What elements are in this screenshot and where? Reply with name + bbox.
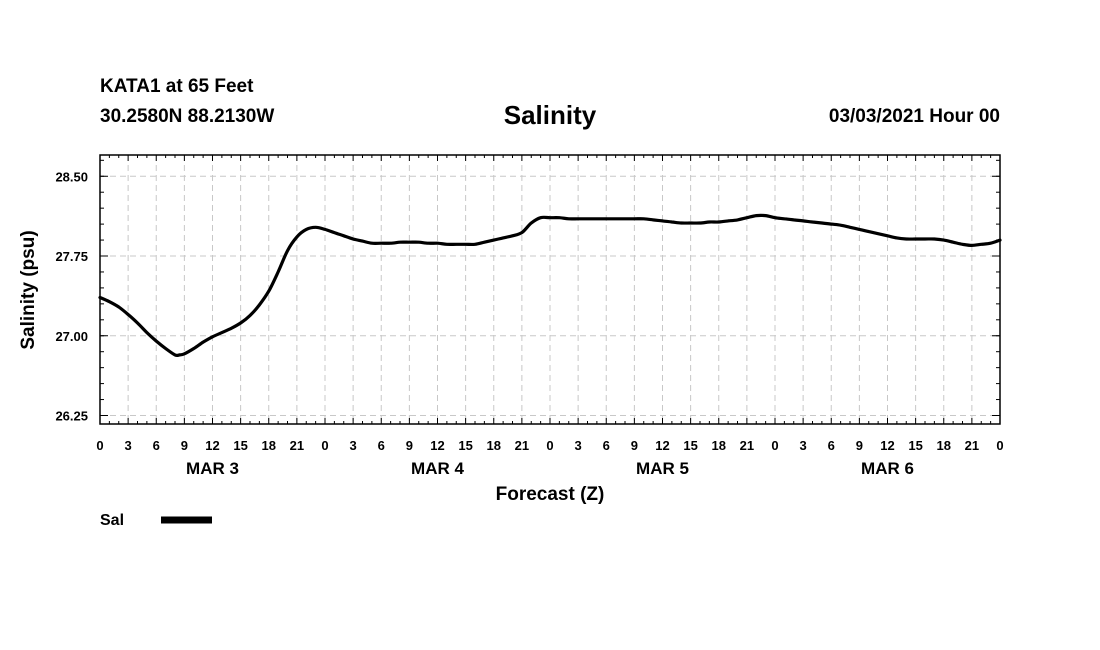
- x-tick-label: 0: [321, 438, 328, 453]
- x-tick-label: 15: [683, 438, 697, 453]
- x-tick-label: 18: [262, 438, 276, 453]
- y-tick-label: 27.75: [55, 249, 88, 264]
- x-tick-label: 21: [515, 438, 529, 453]
- grid-lines: [100, 155, 1000, 424]
- x-tick-label: 18: [712, 438, 726, 453]
- x-tick-label: 15: [458, 438, 472, 453]
- x-tick-label: 12: [655, 438, 669, 453]
- x-tick-label: 9: [181, 438, 188, 453]
- series-line-sal: [98, 213, 1002, 358]
- x-tick-label: 3: [125, 438, 132, 453]
- legend-label: Sal: [100, 512, 124, 529]
- x-tick-label: 3: [575, 438, 582, 453]
- x-tick-label: 3: [800, 438, 807, 453]
- y-axis-title: Salinity (psu): [18, 230, 39, 349]
- coordinates-label: 30.2580N 88.2130W: [100, 106, 275, 127]
- x-tick-label: 6: [828, 438, 835, 453]
- x-tick-label: 6: [153, 438, 160, 453]
- x-tick-label: 0: [771, 438, 778, 453]
- x-tick-label: 0: [96, 438, 103, 453]
- day-label: MAR 3: [186, 459, 239, 478]
- x-tick-label: 3: [350, 438, 357, 453]
- x-tick-label: 15: [908, 438, 922, 453]
- x-tick-label: 0: [996, 438, 1003, 453]
- y-tick-label: 26.25: [55, 408, 88, 423]
- x-tick-label: 21: [290, 438, 304, 453]
- x-tick-label: 18: [937, 438, 951, 453]
- x-tick-label: 15: [233, 438, 247, 453]
- x-tick-label: 6: [378, 438, 385, 453]
- x-tick-label: 18: [487, 438, 501, 453]
- chart-title: Salinity: [503, 100, 597, 130]
- axis-labels: 0 3 6 9 12 15 18 21 0 3 6 9 12 15 18 21 0 3 6 9 12 15 18 21 0 3 6 9…: [55, 169, 1003, 478]
- x-tick-label: 9: [631, 438, 638, 453]
- x-tick-label: 21: [965, 438, 979, 453]
- x-tick-label: 9: [406, 438, 413, 453]
- x-axis-title: Forecast (Z): [496, 484, 605, 505]
- x-tick-label: 12: [205, 438, 219, 453]
- x-tick-label: 9: [856, 438, 863, 453]
- x-tick-label: 21: [740, 438, 754, 453]
- issued-time-label: 03/03/2021 Hour 00: [828, 106, 1000, 127]
- x-tick-label: 0: [546, 438, 553, 453]
- plot-frame: [99, 154, 1001, 425]
- station-label: KATA1 at 65 Feet: [100, 76, 254, 97]
- day-label: MAR 6: [861, 459, 914, 478]
- y-tick-label: 27.00: [55, 329, 88, 344]
- x-tick-label: 6: [603, 438, 610, 453]
- day-label: MAR 5: [636, 459, 689, 478]
- x-tick-label: 12: [880, 438, 894, 453]
- day-label: MAR 4: [411, 459, 464, 478]
- x-tick-label: 12: [430, 438, 444, 453]
- y-tick-label: 28.50: [55, 169, 88, 184]
